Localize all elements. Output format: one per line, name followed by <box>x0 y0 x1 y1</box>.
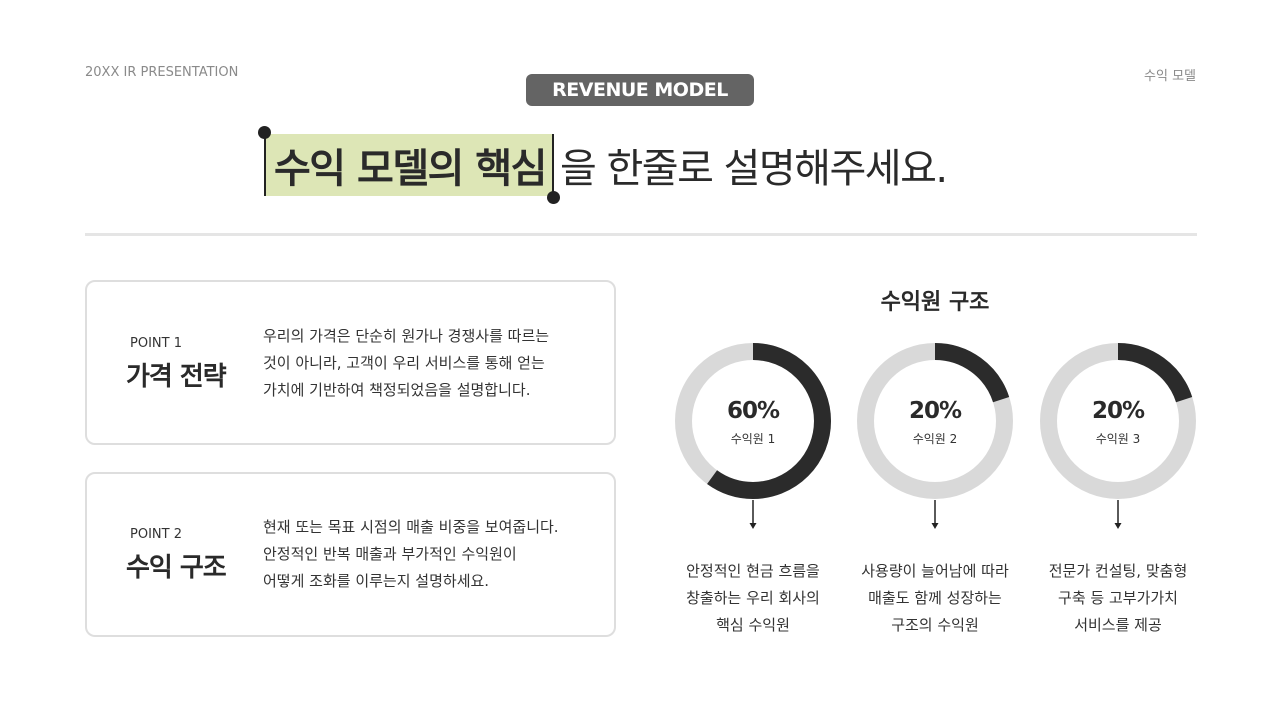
point-description: 현재 또는 목표 시점의 매출 비중을 보여줍니다. 안정적인 반복 매출과 부… <box>263 518 559 590</box>
selection-handle-icon <box>546 191 560 204</box>
donut-slice <box>857 343 1013 499</box>
selection-handle-icon <box>258 126 271 139</box>
arrow-down-icon <box>749 500 757 529</box>
donut-caption: 안정적인 현금 흐름을 창출하는 우리 회사의 핵심 수익원 <box>686 562 820 634</box>
donut-value: 20% <box>1091 398 1145 424</box>
chart-title: 수익원 구조 <box>880 290 990 315</box>
presentation-label: 20XX IR PRESENTATION <box>85 65 239 80</box>
arrow-down-icon <box>931 500 939 529</box>
donut-label: 수익원 3 <box>1095 432 1141 446</box>
point-heading: 수익 구조 <box>126 553 227 583</box>
title-highlight: 수익 모델의 핵심 <box>258 126 560 204</box>
arrow-down-icon <box>1114 500 1122 529</box>
title-rest: 을 한줄로 설명해주세요. <box>559 146 948 192</box>
section-label: 수익 모델 <box>1144 69 1196 84</box>
donut-caption: 전문가 컨설팅, 맞춤형 구축 등 고부가가치 서비스를 제공 <box>1048 562 1188 634</box>
donut-chart-2: 20% 수익원 2 <box>857 343 1013 499</box>
donut-value: 60% <box>726 398 780 424</box>
title-highlight-text: 수익 모델의 핵심 <box>274 146 547 192</box>
section-badge: REVENUE MODEL <box>526 74 754 106</box>
point-label: POINT 2 <box>130 527 182 542</box>
point-label: POINT 1 <box>130 336 182 351</box>
donut-value: 20% <box>908 398 962 424</box>
donut-chart-1: 60% 수익원 1 <box>675 343 831 499</box>
point-card-1: POINT 1 가격 전략 우리의 가격은 단순히 원가나 경쟁사를 따르는 것… <box>85 280 616 445</box>
point-heading: 가격 전략 <box>126 362 227 392</box>
page-title: 수익 모델의 핵심 을 한줄로 설명해주세요. <box>258 126 948 204</box>
donut-slice <box>675 343 831 499</box>
point-description: 우리의 가격은 단순히 원가나 경쟁사를 따르는 것이 아니라, 고객이 우리 … <box>263 327 550 399</box>
donut-caption: 사용량이 늘어남에 따라 매출도 함께 성장하는 구조의 수익원 <box>861 562 1009 634</box>
donut-label: 수익원 1 <box>730 432 776 446</box>
divider <box>85 233 1197 236</box>
donut-slice <box>1040 343 1196 499</box>
point-card-2: POINT 2 수익 구조 현재 또는 목표 시점의 매출 비중을 보여줍니다.… <box>85 472 616 637</box>
donut-label: 수익원 2 <box>912 432 958 446</box>
donut-chart-3: 20% 수익원 3 <box>1040 343 1196 499</box>
